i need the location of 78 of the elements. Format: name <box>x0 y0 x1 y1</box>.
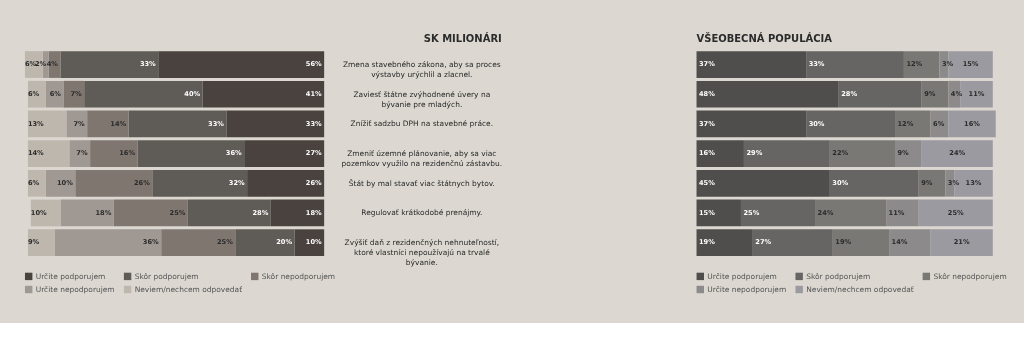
bar <box>27 140 70 167</box>
bar <box>27 229 55 257</box>
legend-label: Určite nepodporujem <box>707 284 787 294</box>
bar <box>895 110 931 138</box>
bar <box>90 140 138 167</box>
bar <box>829 140 896 167</box>
bar <box>743 140 830 167</box>
bar <box>696 110 807 138</box>
bar <box>886 199 919 227</box>
bar <box>696 51 807 78</box>
bar <box>152 169 248 197</box>
chart-title: VŠEOBECNÁ POPULÁCIA <box>696 32 833 45</box>
bar <box>294 229 325 257</box>
bar <box>187 199 271 227</box>
bar <box>696 80 839 108</box>
bar <box>903 51 940 78</box>
bar <box>27 169 46 197</box>
bar <box>696 199 741 227</box>
bar <box>930 229 993 257</box>
bar <box>60 199 114 227</box>
bar <box>752 229 833 257</box>
bar <box>128 110 227 138</box>
legend-label: Neviem/nechcem odpovedať <box>806 284 914 294</box>
bar <box>60 51 159 78</box>
bar <box>137 140 245 167</box>
bar <box>696 229 753 257</box>
bar <box>113 199 188 227</box>
legend-label: Skôr podporujem <box>134 271 199 281</box>
y-tick-label: Zvýšiť daň z rezidenčných nehnuteľností, ktoré vlastníci nepoužívajú na trvalé bývanie. <box>344 238 500 268</box>
y-tick-label: Zaviesť štátne zvýhodnené úvery na bývanie pre mladých. <box>353 89 491 109</box>
bar <box>69 140 91 167</box>
bar <box>889 229 931 257</box>
bar <box>54 229 162 257</box>
bar <box>244 140 325 167</box>
y-tick-label: Zmena stavebného zákona, aby sa proces výstavby urýchlil a zlacnel. <box>342 60 501 80</box>
bar <box>66 110 88 138</box>
bar <box>806 51 904 78</box>
bar <box>895 140 922 167</box>
bar <box>696 169 830 197</box>
y-tick-label: Znížiť sadzbu DPH na stavebné práce. <box>350 119 494 129</box>
bar <box>161 229 236 257</box>
bar <box>87 110 129 138</box>
bar <box>838 80 922 108</box>
bar <box>815 199 887 227</box>
bar <box>84 80 203 108</box>
y-tick-label: Regulovať krátkodobé prenájmy. <box>361 208 483 218</box>
bar <box>918 199 993 227</box>
y-tick-label: Zmeniť územné plánovanie, aby sa viac pozemkov využilo na rezidenčnú zástavbu. <box>341 149 503 169</box>
legend-label: Určite nepodporujem <box>35 284 115 294</box>
bar <box>158 51 325 78</box>
bar <box>832 229 890 257</box>
bar <box>226 110 325 138</box>
bar <box>247 169 325 197</box>
bar <box>235 229 295 257</box>
bar <box>960 80 993 108</box>
bar <box>918 169 946 197</box>
legend-label: Skôr nepodporujem <box>933 271 1007 281</box>
bar <box>270 199 325 227</box>
legend-label: Skôr podporujem <box>806 271 871 281</box>
bar <box>202 80 325 108</box>
bar <box>75 169 153 197</box>
bar <box>921 140 993 167</box>
bar <box>948 110 996 138</box>
bar <box>829 169 919 197</box>
legend-label: Určite podporujem <box>35 271 106 281</box>
bar <box>27 80 46 108</box>
bar <box>921 80 949 108</box>
bar <box>27 110 67 138</box>
legend-label: Skôr nepodporujem <box>261 271 336 281</box>
bar <box>740 199 816 227</box>
y-tick-label: Štát by mal stavať viac štátnych bytov. <box>348 178 495 188</box>
legend-label: Neviem/nechcem odpovedať <box>134 284 243 294</box>
text: SK MILIONÁRI <box>423 32 502 45</box>
legend-label: Určite podporujem <box>707 271 777 281</box>
bar <box>45 169 76 197</box>
bar <box>63 80 85 108</box>
bar <box>696 140 744 167</box>
bar <box>806 110 896 138</box>
